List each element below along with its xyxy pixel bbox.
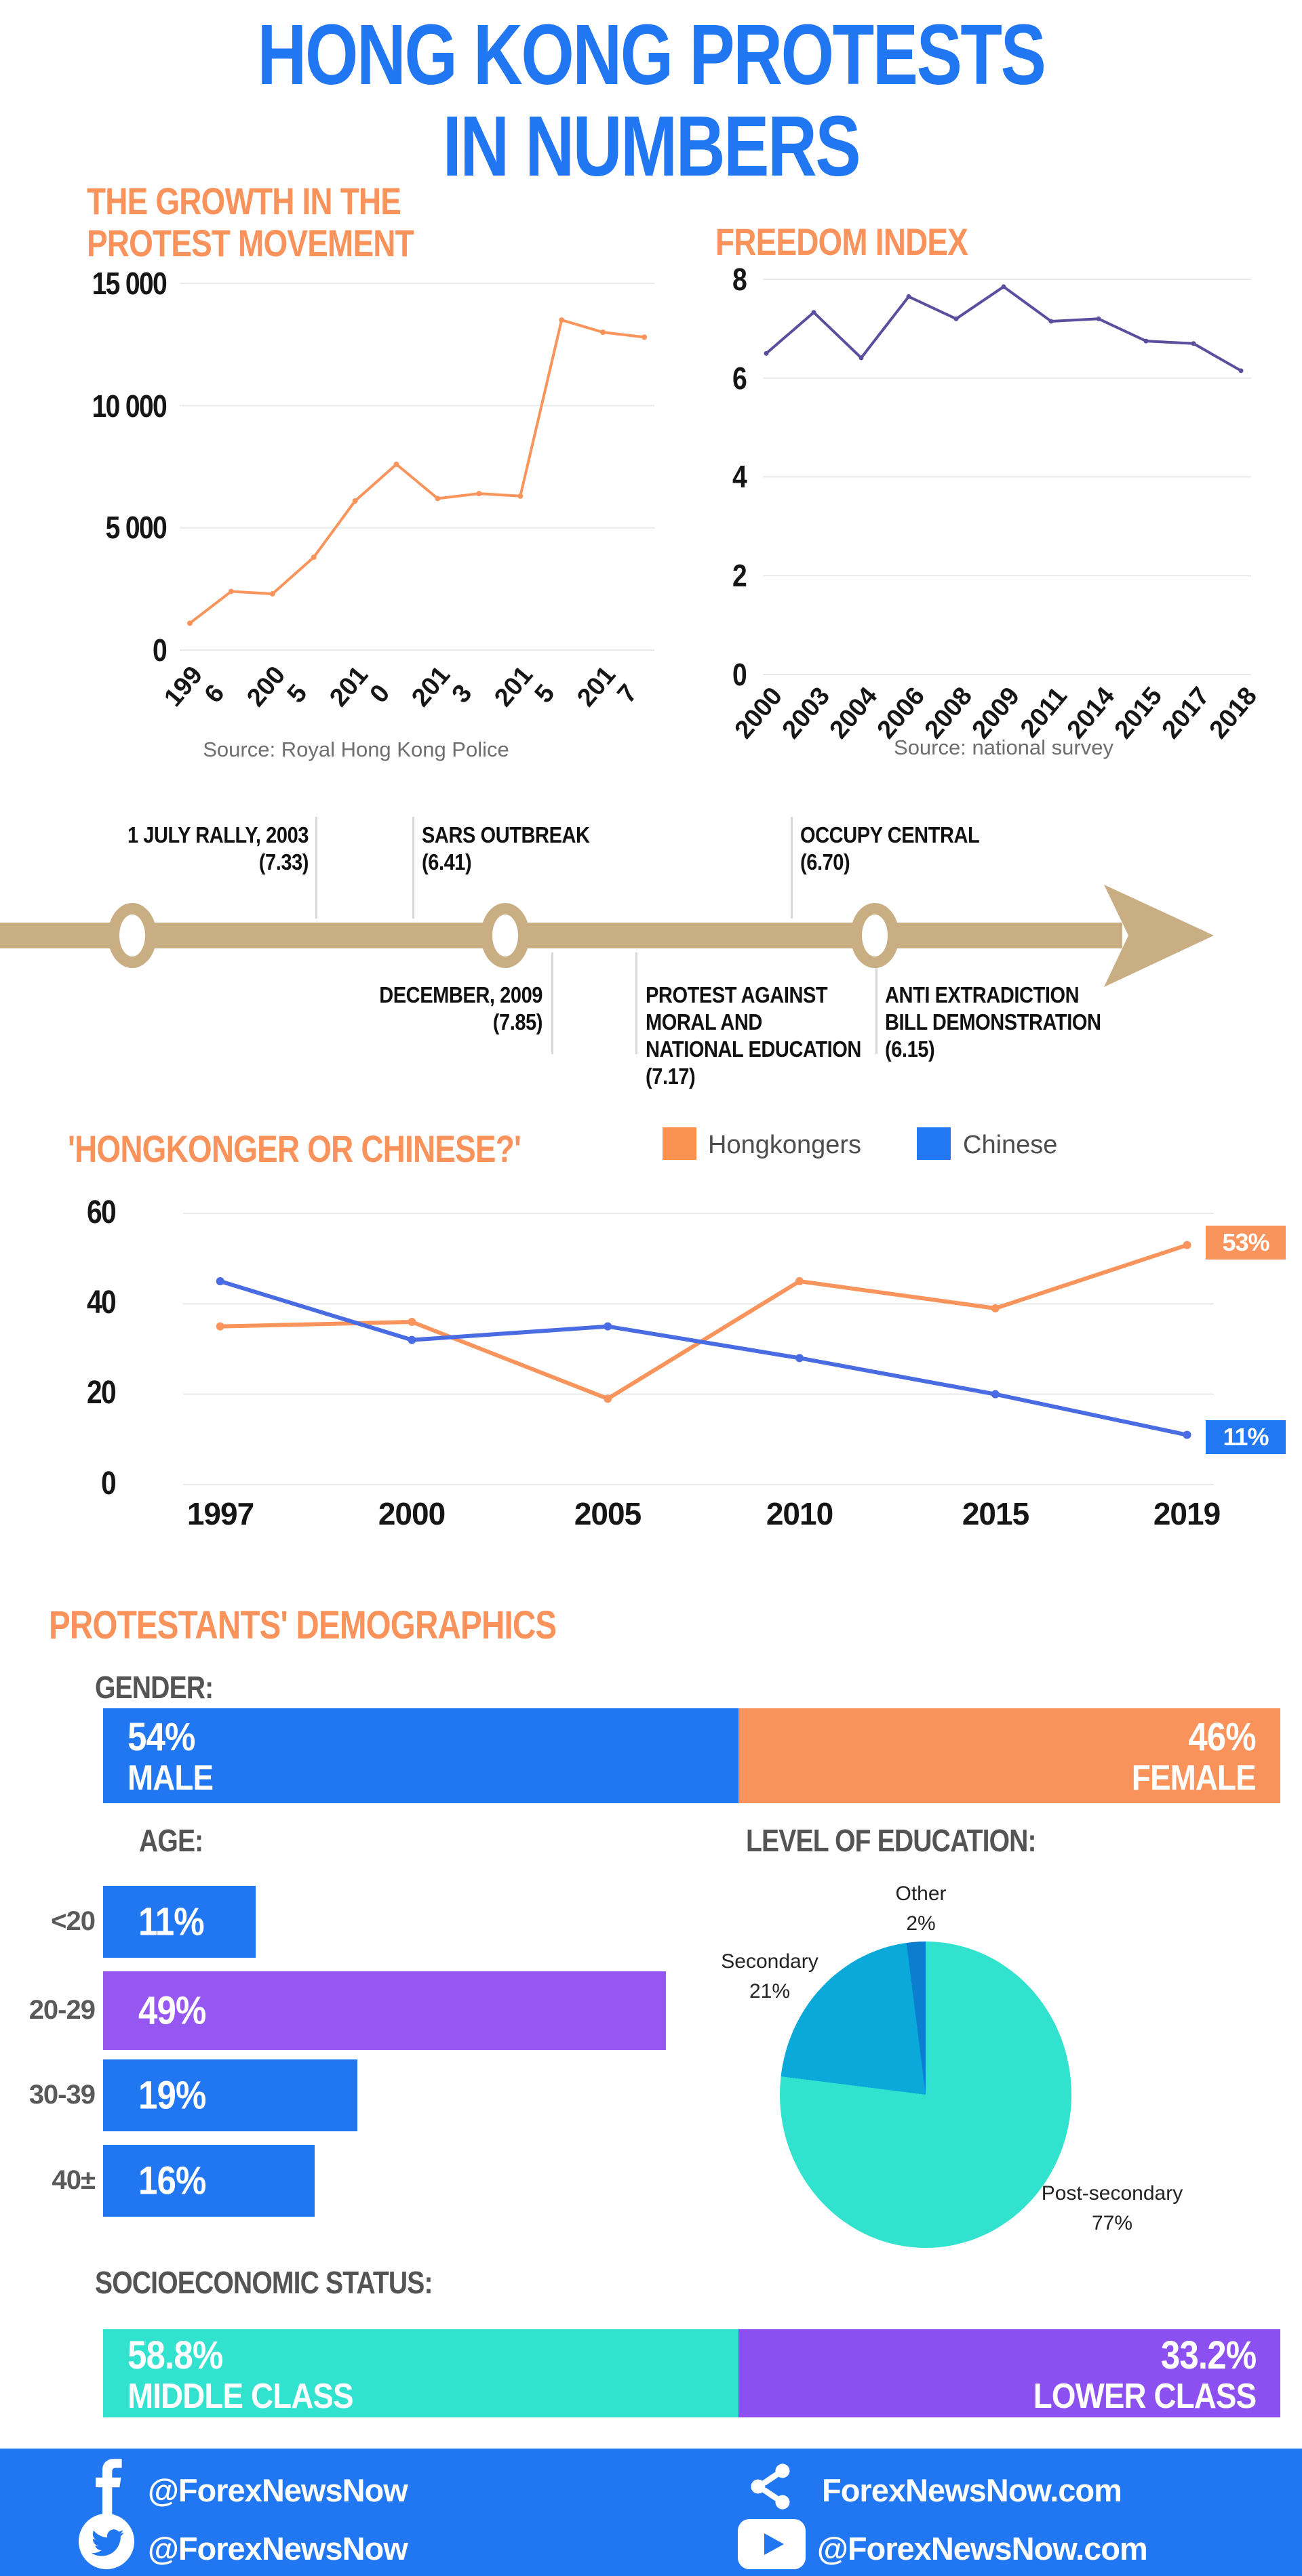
pie-label-other: Other 2%: [895, 1883, 947, 1935]
page-title-line2: IN NUMBERS: [442, 98, 861, 194]
timeline-tick: [875, 952, 877, 1054]
growth-ytick: 0: [152, 632, 167, 668]
freedom-ytick: 8: [732, 262, 747, 297]
identity-xtick: 2010: [766, 1496, 833, 1531]
lower-class-segment: 33.2% LOWER CLASS: [738, 2329, 1280, 2417]
timeline-tick: [315, 817, 317, 919]
timeline-tick: [412, 817, 414, 919]
growth-ytick: 10 000: [92, 388, 167, 424]
twitter-handle[interactable]: @ForexNewsNow: [148, 2531, 408, 2567]
identity-xtick: 2005: [574, 1496, 642, 1531]
age-bar-under20: 11%: [103, 1886, 256, 1958]
timeline-event-education-protest: PROTEST AGAINST MORAL AND NATIONAL EDUCA…: [646, 982, 861, 1089]
youtube-icon[interactable]: [738, 2519, 806, 2569]
timeline-tick: [791, 817, 793, 919]
middle-class-value: 58.8%: [127, 2333, 223, 2377]
male-value: 54%: [127, 1715, 195, 1759]
footer: [0, 2449, 1302, 2576]
gender-female-segment: 46% FEMALE: [738, 1708, 1280, 1803]
demographics-title: PROTESTANTS' DEMOGRAPHICS: [49, 1603, 557, 1647]
chinese-value-badge: 11%: [1206, 1420, 1286, 1454]
facebook-handle[interactable]: @ForexNewsNow: [148, 2472, 408, 2508]
timeline-event-sars: SARS OUTBREAK (6.41): [422, 822, 590, 874]
legend-swatch-chinese: [917, 1127, 951, 1160]
page-title: HONG KONG PROTESTS IN NUMBERS: [0, 9, 1302, 193]
freedom-ytick: 6: [732, 361, 747, 396]
freedom-ytick: 2: [732, 558, 747, 593]
growth-line-chart: [180, 283, 654, 651]
socioeconomic-bar: 58.8% MIDDLE CLASS 33.2% LOWER CLASS: [103, 2329, 1280, 2417]
female-label: FEMALE: [1132, 1758, 1257, 1798]
timeline-event-december-2009: DECEMBER, 2009 (7.85): [379, 982, 542, 1034]
age-row-label: <20: [51, 1906, 96, 1936]
age-bar-20-29: 49%: [103, 1971, 666, 2050]
timeline-event-anti-extradition: ANTI EXTRADICTION BILL DEMONSTRATION (6.…: [885, 982, 1101, 1062]
website-link[interactable]: ForexNewsNow.com: [822, 2472, 1122, 2508]
age-row-label: 30-39: [28, 2080, 96, 2110]
freedom-ytick: 4: [732, 459, 747, 494]
freedom-chart-title: FREEDOM INDEX: [715, 220, 968, 263]
education-label: LEVEL OF EDUCATION:: [746, 1823, 1037, 1858]
youtube-handle[interactable]: @ForexNewsNow.com: [817, 2531, 1148, 2567]
pie-label-post-secondary: Post-secondary 77%: [1041, 2182, 1183, 2234]
legend-swatch-hongkongers: [663, 1127, 696, 1160]
identity-xtick: 1997: [186, 1496, 254, 1531]
identity-chart-title: 'HONGKONGER OR CHINESE?': [68, 1127, 521, 1170]
socioeconomic-label: SOCIOECONOMIC STATUS:: [95, 2265, 433, 2300]
freedom-line-chart: [763, 279, 1251, 675]
facebook-icon[interactable]: [95, 2458, 125, 2515]
hongkongers-value-badge: 53%: [1206, 1226, 1286, 1260]
timeline-bar: [0, 923, 1122, 948]
middle-class-segment: 58.8% MIDDLE CLASS: [103, 2329, 739, 2417]
timeline-node: [108, 903, 157, 968]
lower-class-value: 33.2%: [1160, 2333, 1257, 2377]
age-row-label: 40±: [52, 2165, 96, 2195]
timeline-event-occupy-central: OCCUPY CENTRAL (6.70): [800, 822, 980, 874]
age-row-label: 20-29: [28, 1995, 96, 2025]
identity-line-chart: [183, 1213, 1214, 1485]
identity-xtick: 2000: [378, 1496, 446, 1531]
freedom-ytick: 0: [732, 657, 747, 692]
twitter-icon[interactable]: [79, 2514, 134, 2569]
age-bar-40plus: 16%: [103, 2145, 315, 2217]
timeline-node: [481, 903, 530, 968]
gender-label: GENDER:: [95, 1670, 214, 1705]
timeline-tick: [551, 952, 553, 1054]
legend-label-chinese: Chinese: [963, 1131, 1058, 1159]
identity-ytick: 40: [87, 1285, 117, 1321]
identity-xtick: 2015: [962, 1496, 1029, 1531]
age-label: AGE:: [139, 1823, 203, 1858]
identity-ytick: 20: [87, 1375, 117, 1411]
identity-ytick: 60: [87, 1194, 117, 1230]
female-value: 46%: [1188, 1715, 1256, 1759]
timeline-arrow-icon: [1104, 885, 1214, 987]
growth-ytick: 5 000: [105, 510, 167, 545]
timeline-event-july-rally: 1 JULY RALLY, 2003 (7.33): [127, 822, 309, 874]
identity-xtick: 2019: [1153, 1496, 1221, 1531]
growth-ytick: 15 000: [92, 266, 167, 301]
timeline-node: [850, 903, 899, 968]
gender-bar: 54% MALE 46% FEMALE: [103, 1708, 1280, 1803]
timeline-tick: [635, 952, 637, 1054]
lower-class-label: LOWER CLASS: [1033, 2376, 1257, 2416]
education-pie-chart: [780, 1941, 1071, 2248]
legend-label-hongkongers: Hongkongers: [708, 1131, 862, 1159]
page-title-line1: HONG KONG PROTESTS: [257, 7, 1046, 102]
share-icon[interactable]: [746, 2459, 796, 2514]
pie-label-secondary: Secondary 21%: [721, 1950, 818, 2003]
growth-source: Source: Royal Hong Kong Police: [203, 738, 509, 761]
identity-ytick: 0: [101, 1466, 117, 1502]
freedom-source: Source: national survey: [894, 736, 1113, 759]
age-bar-30-39: 19%: [103, 2059, 357, 2131]
male-label: MALE: [127, 1758, 214, 1798]
gender-male-segment: 54% MALE: [103, 1708, 739, 1803]
middle-class-label: MIDDLE CLASS: [127, 2376, 354, 2416]
growth-chart-title: THE GROWTH IN THE PROTEST MOVEMENT: [87, 180, 414, 264]
